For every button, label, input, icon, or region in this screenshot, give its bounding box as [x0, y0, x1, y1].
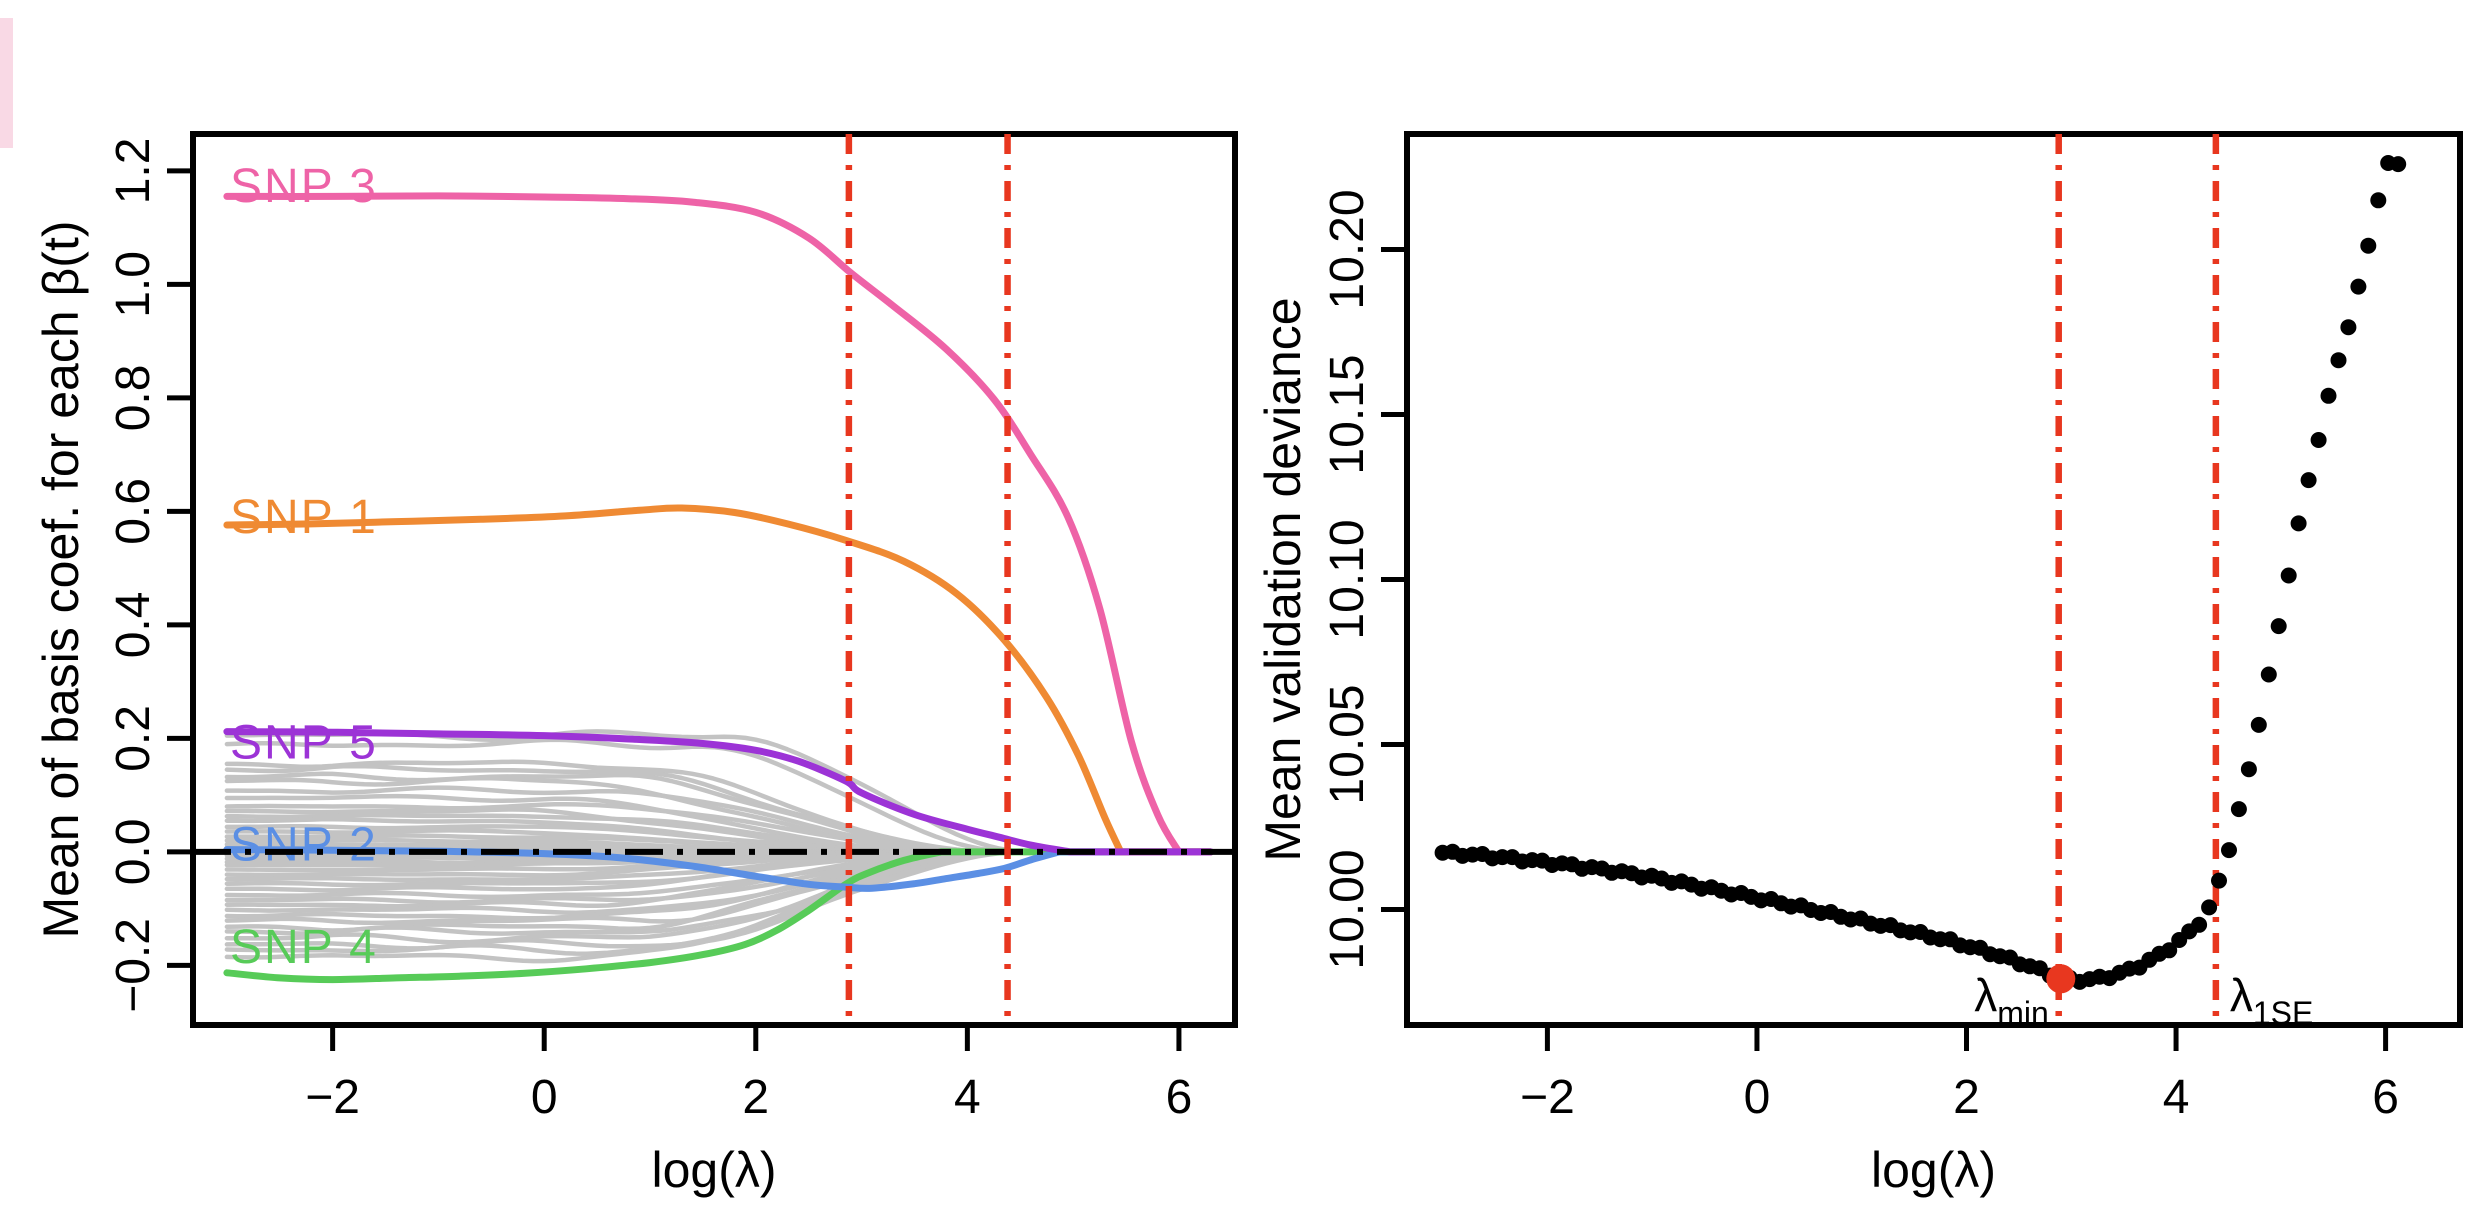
cv-point [2250, 716, 2267, 733]
x-tick-label: −2 [305, 1071, 360, 1124]
gray-path [224, 849, 991, 921]
x-tick-label: 6 [1166, 1071, 1193, 1124]
x-tick-label: 0 [531, 1071, 558, 1124]
y-tick-label: 10.05 [1321, 684, 1374, 804]
series-label-snp-2: SNP 2 [230, 818, 378, 871]
series-line-snp-1 [223, 504, 1215, 856]
x-tick-label: 4 [2163, 1071, 2190, 1124]
gray-path [224, 771, 975, 855]
cv-point [2320, 387, 2337, 404]
cv-point [2330, 352, 2347, 369]
cv-point [2390, 156, 2407, 173]
cv-point [2161, 942, 2178, 959]
y-tick-label: 10.15 [1321, 354, 1374, 474]
series-line-snp-4 [223, 848, 1215, 984]
y-tick-label: 10.00 [1321, 849, 1374, 969]
x-axis-title: log(λ) [651, 1142, 776, 1198]
gray-path [224, 737, 1018, 855]
lambda-glyph: λ [1974, 969, 1997, 1021]
y-tick-label: 0.6 [107, 478, 160, 545]
y-tick-label: 0.8 [107, 365, 160, 432]
gray-path [224, 849, 1002, 964]
series-line-snp-5 [223, 728, 1215, 856]
x-tick-label: 2 [742, 1071, 769, 1124]
cv-point [2340, 319, 2357, 336]
series-label-snp-5: SNP 5 [230, 716, 378, 769]
cv-point [2191, 916, 2208, 933]
series-label-snp-3: SNP 3 [230, 160, 378, 213]
x-tick-label: 6 [2372, 1071, 2399, 1124]
plot-box [1404, 131, 2463, 1028]
y-tick-label: 0.0 [107, 819, 160, 886]
cv-point [2290, 515, 2307, 532]
gray-path [224, 785, 991, 855]
lambda-min-point [2046, 964, 2076, 994]
x-axis-title: log(λ) [1871, 1142, 1996, 1198]
cv-deviance-points [1434, 155, 2407, 990]
series-label-snp-4: SNP 4 [230, 921, 378, 974]
y-tick-label: 10.20 [1321, 189, 1374, 309]
cv-point [2211, 872, 2227, 889]
gray-path [224, 849, 981, 909]
cv-point [2260, 666, 2277, 683]
cv-point [2280, 567, 2297, 584]
x-tick-label: −2 [1520, 1071, 1575, 1124]
gray-path [224, 849, 965, 893]
plot-box [190, 131, 1238, 1028]
gray-path [224, 812, 965, 855]
y-tick-label: 0.4 [107, 592, 160, 659]
lambda-subscript: min [1997, 995, 2049, 1031]
x-tick-label: 4 [954, 1071, 981, 1124]
cv-point [2310, 432, 2327, 448]
cv-point [2370, 192, 2387, 209]
cv-point [2350, 278, 2367, 295]
y-axis-title: Mean validation deviance [1255, 297, 1311, 861]
x-tick-label: 0 [1744, 1071, 1771, 1124]
cv-point [2270, 618, 2287, 635]
gray-path [224, 801, 981, 855]
cv-point [2221, 842, 2237, 859]
x-tick-label: 2 [1953, 1071, 1980, 1124]
lambda-glyph: λ [2230, 969, 2253, 1021]
y-tick-label: 1.2 [107, 138, 160, 205]
gray-path [224, 824, 944, 855]
y-tick-label: 0.2 [107, 705, 160, 772]
cv-point [2300, 472, 2317, 489]
cv-point [2360, 237, 2377, 254]
series-label-snp-1: SNP 1 [230, 491, 378, 544]
y-tick-label: −0.2 [107, 918, 160, 1013]
series-line-snp-3 [223, 192, 1215, 856]
scan-artifact [0, 18, 13, 148]
gray-path [224, 849, 1007, 945]
y-axis-title: Mean of basis coef. for each β(t) [33, 221, 89, 939]
lambda-min-label: λmin [1974, 969, 2049, 1031]
lambda-subscript: 1SE [2253, 995, 2313, 1031]
gray-path [224, 763, 1002, 855]
lambda-1se-label: λ1SE [2230, 969, 2313, 1031]
gray-path [224, 849, 944, 878]
coefficient-paths-panel: −2 0 2 4 6 −0.2 0.0 0.2 0.4 0.6 0.8 1.0 1.2 log(λ) Mea… [33, 131, 1238, 1198]
cv-point [2201, 899, 2218, 916]
gray-path [224, 849, 1028, 951]
cv-point [2230, 801, 2247, 818]
y-tick-label: 10.10 [1321, 519, 1374, 639]
cv-deviance-panel: −2 0 2 4 6 10.00 10.05 10.10 10.15 10.20 log(λ) Mea… [1255, 131, 2463, 1198]
cv-point [2240, 761, 2257, 778]
y-tick-label: 1.0 [107, 251, 160, 318]
